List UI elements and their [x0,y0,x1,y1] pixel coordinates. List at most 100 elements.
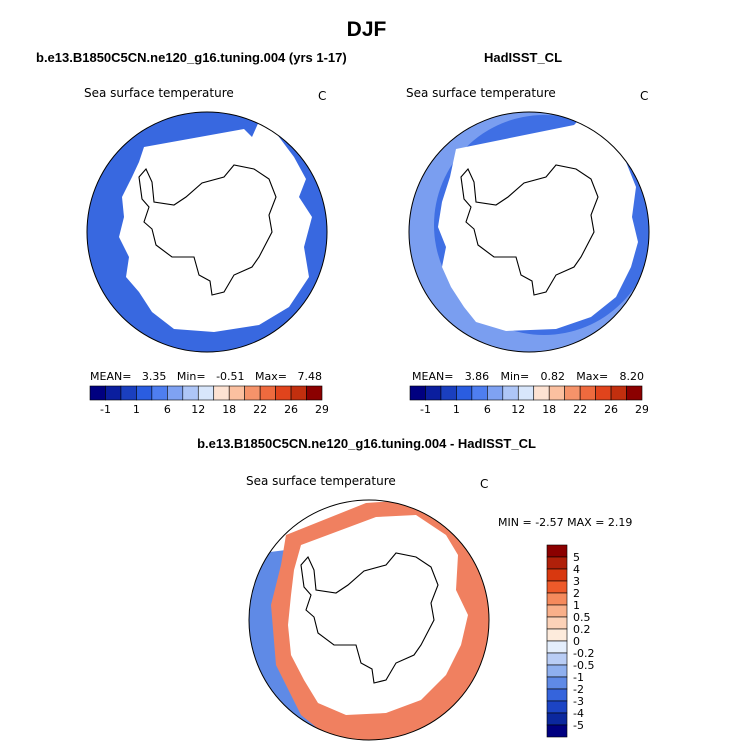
panel3-min-value: -2.57 [535,516,564,529]
colorbar-swatch [564,385,581,401]
panel2-subtitle: HadISST_CL [484,50,563,65]
colorbar-swatch [120,385,137,401]
colorbar-swatch [546,688,568,702]
colorbar-swatch [546,592,568,606]
colorbar-tick-label: 3 [573,575,580,588]
colorbar-swatch [533,385,550,401]
colorbar-swatch [456,385,473,401]
panel1-max-value: 7.48 [297,370,322,383]
colorbar-tick-label: 22 [253,403,267,416]
colorbar-swatch [213,385,230,401]
colorbar-swatch [136,385,153,401]
colorbar-swatch [546,628,568,642]
panel3-antarctica-coastline [300,552,439,684]
colorbar-tick-label: 4 [573,563,580,576]
panel2-colorbar: -1 1 6 12 18 22 26 29 [409,385,648,416]
panel3-stats: MIN = -2.57 MAX = 2.19 [498,516,632,529]
colorbar-swatch [487,385,504,401]
panel3-subtitle: b.e13.B1850C5CN.ne120_g16.tuning.004 - H… [197,436,536,451]
colorbar-swatch [517,385,535,401]
panel2-min-label: Min= [500,370,530,383]
panel1-mean-value: 3.35 [141,370,167,383]
panel1-stats: MEAN= 3.35 Min= -0.51 Max= 7.48 [90,370,322,383]
colorbar-swatch [228,385,245,401]
panel3-variable-label: Sea surface temperature [246,474,396,488]
colorbar-tick-label: 6 [164,403,171,416]
panel1-units-label: C [318,89,327,103]
colorbar-tick-label: 0.5 [573,611,591,624]
panel1-colorbar: -1 1 6 12 18 22 26 29 [89,385,328,416]
panel3-min-label: MIN = [498,516,532,529]
colorbar-swatch [546,712,568,726]
panel3-map-border [248,499,490,741]
colorbar-tick-label: 1 [453,403,460,416]
panel3-sea-ice-mask [288,515,468,715]
colorbar-tick-label: -1 [100,403,111,416]
colorbar-tick-label: -1 [573,671,584,684]
colorbar-swatch [259,385,276,401]
colorbar-tick-label: -1 [420,403,431,416]
panel3-polar-map [248,499,490,741]
colorbar-swatch [275,385,292,401]
colorbar-tick-label: 22 [573,403,587,416]
page-title: DJF [346,18,387,41]
colorbar-swatch [425,385,442,401]
panel3-units-label: C [480,477,489,491]
colorbar-swatch [595,385,612,401]
panel2-antarctica-coastline [460,164,599,296]
panel1-polar-map [86,111,328,353]
colorbar-swatch [151,385,168,401]
colorbar-tick-label: 18 [222,403,236,416]
panel2-units-label: C [640,89,649,103]
panel1-variable-label: Sea surface temperature [84,86,234,100]
colorbar-tick-label: 26 [604,403,618,416]
panel1-min-value: -0.51 [216,370,245,383]
colorbar-tick-label: -4 [573,707,584,720]
panel1-subtitle: b.e13.B1850C5CN.ne120_g16.tuning.004 (yr… [36,50,347,65]
panel3-max-label: MAX = [567,516,605,529]
colorbar-swatch [182,385,199,401]
colorbar-tick-label: 12 [191,403,205,416]
colorbar-tick-label: 0.2 [573,623,591,636]
colorbar-tick-label: 6 [484,403,491,416]
colorbar-swatch [548,385,565,401]
colorbar-swatch [546,700,568,714]
colorbar-swatch [244,385,261,401]
colorbar-tick-label: 29 [315,403,328,416]
colorbar-tick-label: 29 [635,403,648,416]
panel1-map-border [86,111,328,353]
panel2-variable-label: Sea surface temperature [406,86,556,100]
colorbar-swatch [546,664,568,678]
colorbar-swatch [546,676,568,690]
colorbar-tick-label: -3 [573,695,584,708]
colorbar-swatch [546,544,568,558]
colorbar-tick-label: 5 [573,551,580,564]
colorbar-swatch [440,385,457,401]
panel2-max-label: Max= [576,370,609,383]
panel1-min-label: Min= [176,370,206,383]
colorbar-swatch [626,385,643,401]
panel2-mean-value: 3.86 [464,370,490,383]
colorbar-swatch [409,385,426,401]
colorbar-swatch [471,385,488,401]
colorbar-swatch [610,385,627,401]
colorbar-swatch [105,385,122,401]
panel2-max-value: 8.20 [619,370,644,383]
colorbar-tick-label: 26 [284,403,298,416]
panel3-max-value: 2.19 [607,516,633,529]
colorbar-tick-label: -0.5 [573,659,594,672]
colorbar-swatch [546,640,568,654]
colorbar-tick-label: 1 [573,599,580,612]
panel2-map-border [408,111,650,353]
colorbar-tick-label: 0 [573,635,580,648]
colorbar-swatch [167,385,184,401]
colorbar-tick-label: -2 [573,683,584,696]
colorbar-swatch [502,385,519,401]
panel2-sea-ice-mask [438,115,638,331]
colorbar-swatch [546,652,568,666]
colorbar-tick-label: -5 [573,719,584,732]
colorbar-swatch [546,568,568,582]
panel2-mean-label: MEAN= [412,370,454,383]
colorbar-tick-label: 18 [542,403,556,416]
